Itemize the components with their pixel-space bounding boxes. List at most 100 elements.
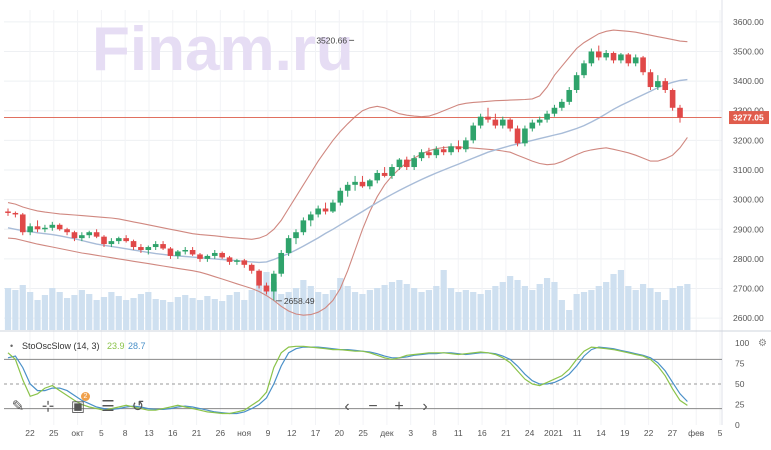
candle-body[interactable] [559, 101, 565, 108]
candle-body[interactable] [248, 264, 255, 271]
candle-body[interactable] [64, 229, 70, 233]
candle-body[interactable] [197, 254, 203, 259]
candle-body[interactable] [93, 232, 100, 237]
candle-body[interactable] [271, 273, 277, 292]
candle-body[interactable] [485, 116, 491, 120]
candle-body[interactable] [411, 158, 417, 168]
shapes-icon[interactable]: ⊹ [41, 398, 55, 415]
candle-body[interactable] [322, 208, 329, 212]
candle-body[interactable] [285, 238, 292, 253]
candle-body[interactable] [49, 224, 56, 228]
candle-body[interactable] [330, 202, 336, 212]
candle-body[interactable] [123, 238, 129, 242]
candle-body[interactable] [86, 232, 93, 236]
candle-body[interactable] [12, 212, 19, 215]
candle-body[interactable] [463, 140, 469, 150]
candle-body[interactable] [588, 51, 595, 64]
candle-body[interactable] [433, 149, 440, 156]
pencil-icon[interactable]: ✎ [11, 398, 25, 415]
candle-body[interactable] [204, 255, 211, 259]
candle-body[interactable] [536, 119, 543, 123]
candle-body[interactable] [551, 107, 558, 114]
candle-body[interactable] [337, 190, 344, 203]
chevron-right-icon[interactable]: › [422, 398, 428, 415]
candle-body[interactable] [300, 220, 307, 233]
candle-body[interactable] [211, 252, 218, 256]
candle-body[interactable] [389, 167, 395, 176]
zoom-in-icon[interactable]: + [394, 398, 404, 415]
candle-body[interactable] [544, 113, 550, 120]
candle-body[interactable] [293, 232, 299, 239]
candle-body[interactable] [507, 119, 513, 129]
candle-body[interactable] [470, 125, 477, 141]
candle-body[interactable] [514, 128, 521, 144]
candle-body[interactable] [344, 184, 351, 191]
candle-body[interactable] [219, 252, 225, 258]
candle-body[interactable] [499, 119, 506, 126]
candle-body[interactable] [669, 90, 676, 108]
candle-body[interactable] [603, 52, 609, 58]
candle-body[interactable] [655, 81, 661, 88]
candle-body[interactable] [448, 146, 454, 153]
candle-body[interactable] [610, 52, 617, 61]
candle-body[interactable] [455, 146, 462, 150]
candle-body[interactable] [138, 247, 144, 250]
candle-body[interactable] [640, 57, 646, 73]
candle-body[interactable] [278, 252, 285, 274]
candle-body[interactable] [256, 270, 262, 286]
candle-body[interactable] [662, 81, 669, 90]
candle-body[interactable] [307, 214, 314, 221]
candle-body[interactable] [42, 227, 48, 230]
candle-body[interactable] [263, 285, 270, 292]
candle-body[interactable] [374, 172, 381, 181]
settings-icon[interactable]: ☰ [101, 398, 115, 415]
candle-body[interactable] [522, 128, 528, 144]
candle-body[interactable] [130, 241, 137, 248]
candle-body[interactable] [492, 119, 499, 126]
undo-icon[interactable]: ↺ [131, 398, 145, 415]
candle-body[interactable] [477, 116, 484, 126]
candle-body[interactable] [573, 75, 580, 90]
candle-body[interactable] [19, 214, 26, 233]
candle-body[interactable] [529, 122, 536, 129]
candle-body[interactable] [581, 63, 587, 76]
candle-body[interactable] [79, 235, 85, 239]
candle-body[interactable] [403, 159, 410, 168]
candle-body[interactable] [241, 260, 248, 265]
candle-body[interactable] [440, 149, 447, 153]
candle-body[interactable] [152, 244, 159, 248]
candle-body[interactable] [647, 72, 654, 88]
candle-body[interactable] [234, 260, 240, 262]
candle-body[interactable] [367, 180, 373, 187]
candle-body[interactable] [359, 181, 366, 187]
layers-icon[interactable]: ▣ 2 [68, 392, 90, 416]
candle-body[interactable] [71, 232, 78, 239]
candle-body[interactable] [145, 247, 152, 250]
candle-body[interactable] [618, 54, 624, 61]
candle-body[interactable] [182, 250, 189, 252]
candle-body[interactable] [632, 57, 639, 64]
candle-body[interactable] [352, 181, 358, 185]
candle-body[interactable] [625, 54, 632, 64]
candle-body[interactable] [160, 244, 166, 249]
candle-body[interactable] [396, 159, 403, 168]
candle-body[interactable] [418, 152, 425, 159]
candle-body[interactable] [167, 248, 174, 256]
candle-body[interactable] [677, 107, 683, 118]
candle-body[interactable] [5, 211, 11, 213]
candle-body[interactable] [27, 226, 33, 233]
candle-body[interactable] [34, 226, 41, 230]
candle-body[interactable] [101, 236, 107, 245]
candle-body[interactable] [226, 257, 233, 262]
chevron-left-icon[interactable]: ‹ [344, 398, 350, 415]
zoom-out-icon[interactable]: − [368, 398, 378, 415]
candle-body[interactable] [566, 90, 573, 102]
candle-body[interactable] [108, 241, 115, 245]
candle-body[interactable] [426, 152, 432, 156]
candle-body[interactable] [315, 208, 321, 215]
candle-body[interactable] [595, 51, 602, 58]
candle-body[interactable] [175, 251, 181, 256]
indicator-settings-icon[interactable]: ⚙ [758, 338, 767, 349]
